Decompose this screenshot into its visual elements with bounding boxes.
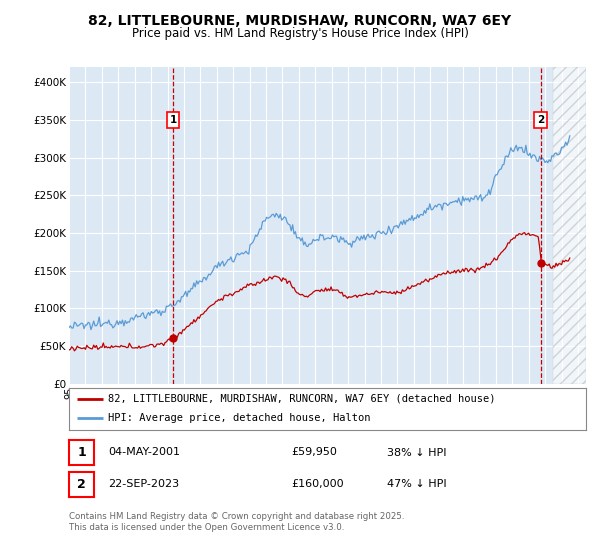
Text: 2: 2 xyxy=(537,115,544,125)
Bar xyxy=(553,67,586,384)
Text: 47% ↓ HPI: 47% ↓ HPI xyxy=(387,479,446,489)
Text: Price paid vs. HM Land Registry's House Price Index (HPI): Price paid vs. HM Land Registry's House … xyxy=(131,27,469,40)
Text: 38% ↓ HPI: 38% ↓ HPI xyxy=(387,447,446,458)
Text: 1: 1 xyxy=(169,115,177,125)
Text: 1: 1 xyxy=(77,446,86,459)
Text: 04-MAY-2001: 04-MAY-2001 xyxy=(108,447,180,458)
Text: £160,000: £160,000 xyxy=(291,479,344,489)
Text: 82, LITTLEBOURNE, MURDISHAW, RUNCORN, WA7 6EY (detached house): 82, LITTLEBOURNE, MURDISHAW, RUNCORN, WA… xyxy=(108,394,495,404)
Text: 22-SEP-2023: 22-SEP-2023 xyxy=(108,479,179,489)
Text: Contains HM Land Registry data © Crown copyright and database right 2025.
This d: Contains HM Land Registry data © Crown c… xyxy=(69,512,404,532)
Text: £59,950: £59,950 xyxy=(291,447,337,458)
Text: 82, LITTLEBOURNE, MURDISHAW, RUNCORN, WA7 6EY: 82, LITTLEBOURNE, MURDISHAW, RUNCORN, WA… xyxy=(88,14,512,28)
Text: 2: 2 xyxy=(77,478,86,491)
Text: HPI: Average price, detached house, Halton: HPI: Average price, detached house, Halt… xyxy=(108,413,370,423)
